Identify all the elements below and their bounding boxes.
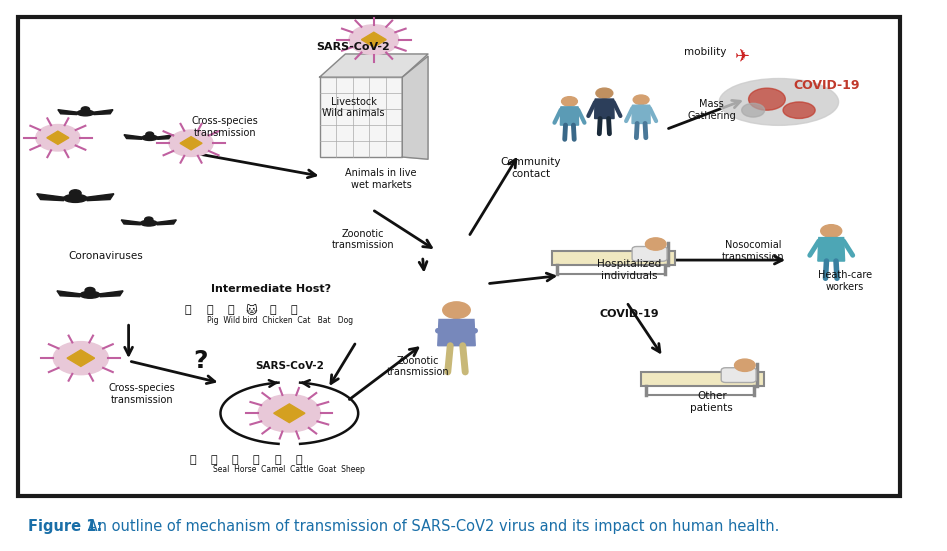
Polygon shape	[46, 131, 69, 144]
Circle shape	[646, 238, 666, 250]
Circle shape	[169, 130, 213, 156]
Circle shape	[259, 395, 320, 432]
Ellipse shape	[748, 88, 785, 110]
FancyBboxPatch shape	[722, 368, 756, 382]
Text: ?: ?	[193, 349, 207, 373]
Text: Other
patients: Other patients	[690, 391, 733, 413]
Text: Figure 1:: Figure 1:	[27, 518, 102, 534]
Circle shape	[349, 25, 399, 55]
Text: Mass
Gathering: Mass Gathering	[688, 99, 736, 121]
Ellipse shape	[742, 104, 764, 117]
Polygon shape	[37, 194, 63, 201]
Ellipse shape	[783, 102, 815, 118]
Polygon shape	[157, 134, 175, 139]
Text: Animals in live
wet markets: Animals in live wet markets	[346, 168, 417, 190]
Circle shape	[85, 288, 95, 293]
Text: SARS-CoV-2: SARS-CoV-2	[316, 42, 390, 52]
Text: Community
contact: Community contact	[501, 157, 562, 179]
FancyBboxPatch shape	[18, 17, 901, 496]
Text: 🐕: 🐕	[291, 305, 297, 315]
Text: COVID-19: COVID-19	[794, 79, 860, 92]
Circle shape	[735, 359, 755, 371]
Polygon shape	[180, 137, 202, 150]
Polygon shape	[402, 56, 428, 159]
Circle shape	[596, 88, 613, 98]
Polygon shape	[57, 291, 80, 297]
FancyBboxPatch shape	[641, 372, 764, 386]
Text: Seal  Horse  Camel  Cattle  Goat  Sheep: Seal Horse Camel Cattle Goat Sheep	[213, 465, 366, 474]
Text: Livestock
Wild animals: Livestock Wild animals	[322, 96, 384, 118]
Circle shape	[634, 95, 649, 105]
Text: 🐐: 🐐	[274, 455, 280, 465]
Ellipse shape	[140, 220, 157, 226]
Circle shape	[36, 125, 80, 151]
Polygon shape	[157, 220, 176, 225]
Text: COVID-19: COVID-19	[599, 309, 659, 319]
Polygon shape	[67, 350, 95, 366]
Polygon shape	[438, 320, 475, 345]
Circle shape	[53, 342, 108, 375]
Text: 🐦: 🐦	[206, 305, 213, 315]
Polygon shape	[595, 99, 614, 118]
Circle shape	[146, 132, 153, 137]
FancyBboxPatch shape	[552, 251, 675, 264]
Text: 🦇: 🦇	[270, 305, 277, 315]
Circle shape	[443, 302, 471, 318]
Circle shape	[562, 96, 578, 106]
Polygon shape	[632, 105, 651, 123]
Polygon shape	[94, 110, 113, 115]
Text: 🐪: 🐪	[232, 455, 239, 465]
Text: Cross-species
transmission: Cross-species transmission	[109, 383, 176, 405]
Polygon shape	[320, 54, 428, 77]
Text: Cross-species
transmission: Cross-species transmission	[191, 116, 259, 138]
Text: 🐄: 🐄	[253, 455, 259, 465]
Ellipse shape	[719, 78, 839, 126]
Text: 🦭: 🦭	[189, 455, 196, 465]
Text: 🐱: 🐱	[246, 304, 258, 315]
Polygon shape	[58, 110, 77, 115]
Text: ✈: ✈	[735, 49, 750, 67]
Text: mobility: mobility	[685, 47, 726, 57]
Ellipse shape	[142, 135, 157, 141]
Text: Zoonotic
transmission: Zoonotic transmission	[331, 229, 394, 251]
Text: SARS-CoV-2: SARS-CoV-2	[255, 361, 324, 371]
Circle shape	[81, 107, 90, 112]
Polygon shape	[362, 33, 386, 47]
Text: Pig  Wild bird  Chicken  Cat   Bat   Dog: Pig Wild bird Chicken Cat Bat Dog	[207, 316, 353, 325]
Ellipse shape	[63, 195, 87, 202]
FancyBboxPatch shape	[632, 246, 667, 261]
Text: 🐑: 🐑	[295, 455, 302, 465]
Text: Zoonotic
transmission: Zoonotic transmission	[386, 355, 449, 377]
Text: Intermediate Host?: Intermediate Host?	[211, 284, 331, 294]
Polygon shape	[818, 237, 845, 261]
Polygon shape	[124, 134, 142, 139]
Circle shape	[145, 217, 152, 222]
Ellipse shape	[77, 110, 94, 116]
Text: 🐴: 🐴	[210, 455, 217, 465]
Text: Heath-care
workers: Heath-care workers	[818, 270, 872, 292]
Polygon shape	[274, 404, 305, 423]
Text: Coronaviruses: Coronaviruses	[68, 251, 143, 261]
Text: An outline of mechanism of transmission of SARS-CoV2 virus and its impact on hum: An outline of mechanism of transmission …	[82, 518, 779, 534]
Text: 🐷: 🐷	[185, 305, 191, 315]
Text: Nosocomial
transmission: Nosocomial transmission	[722, 240, 784, 262]
FancyBboxPatch shape	[320, 77, 402, 157]
Circle shape	[69, 190, 81, 197]
Text: Hospitalized
individuals: Hospitalized individuals	[597, 259, 661, 281]
Ellipse shape	[80, 291, 100, 298]
Text: 🐔: 🐔	[227, 305, 234, 315]
Circle shape	[821, 225, 842, 237]
Polygon shape	[87, 194, 114, 201]
Polygon shape	[100, 291, 123, 297]
Polygon shape	[121, 220, 140, 225]
Polygon shape	[561, 107, 579, 125]
